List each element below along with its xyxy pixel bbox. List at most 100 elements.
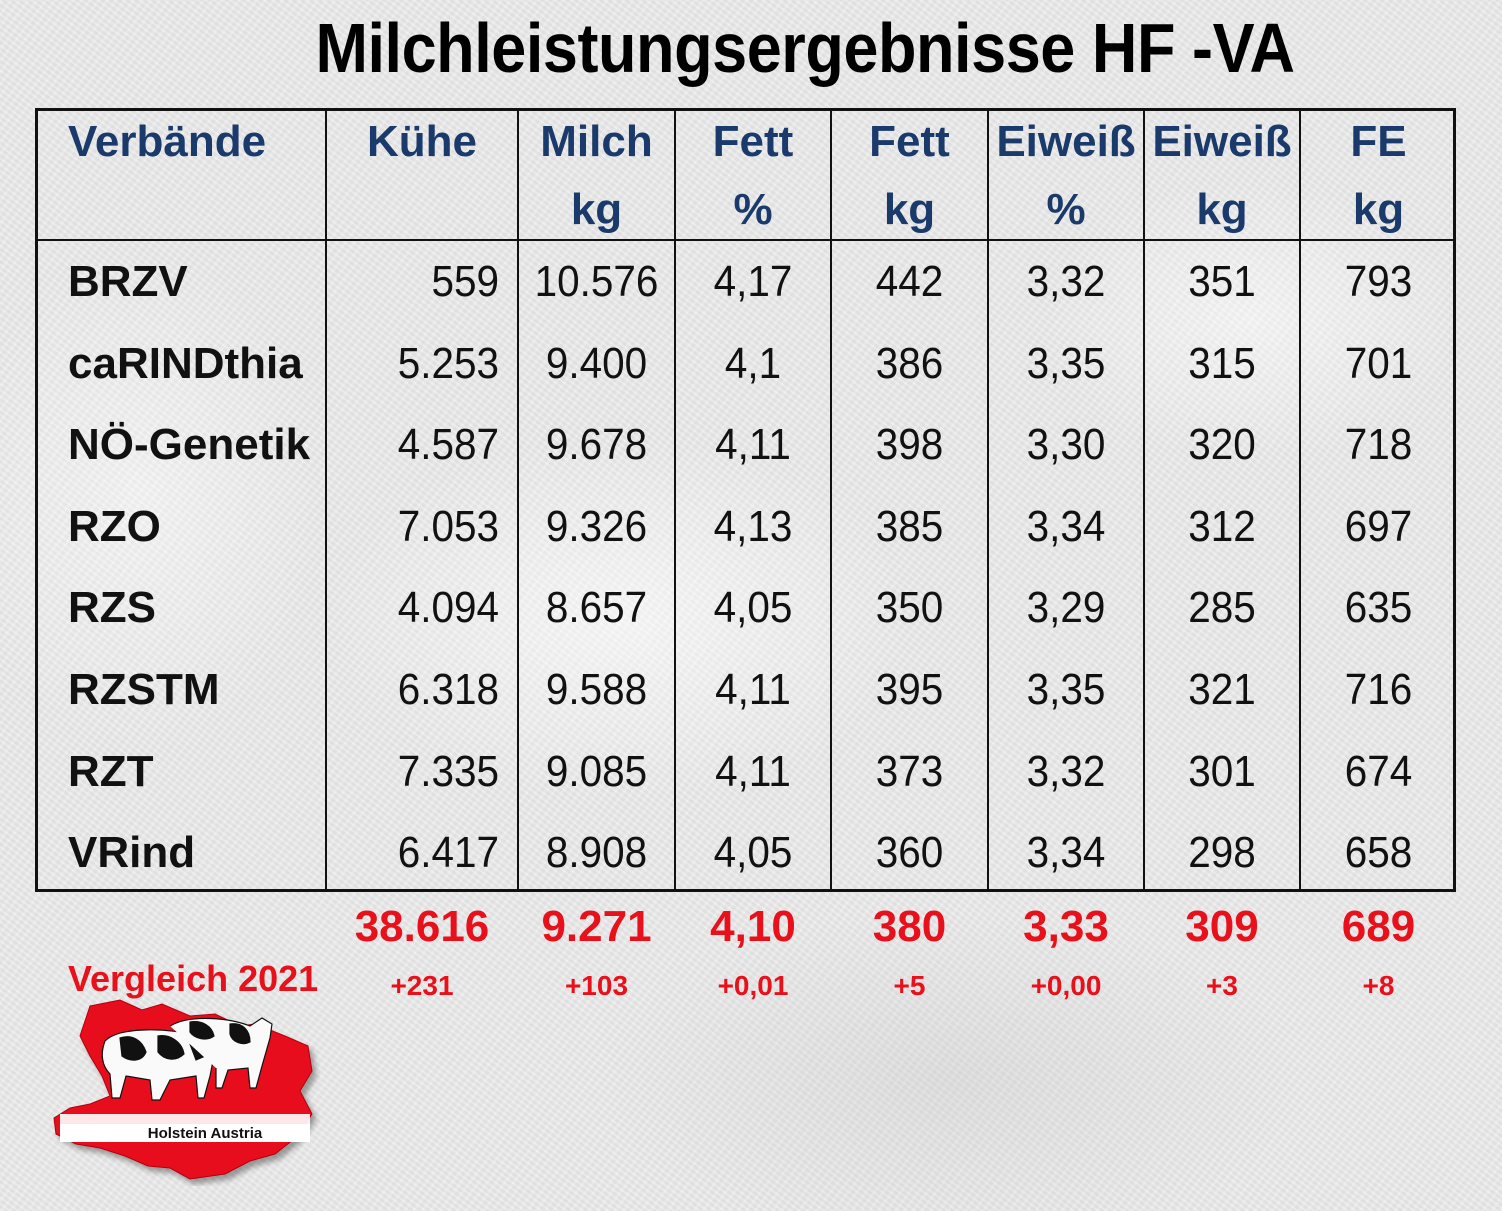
- cell-fett-pct: 4,13: [713, 501, 793, 551]
- cell-eiweiss-pct: 3,35: [1026, 338, 1106, 388]
- cell-eiweiss-pct: 3,30: [1026, 420, 1106, 470]
- results-table: [35, 108, 1456, 892]
- page-title: Milchleistungsergebnisse HF -VA: [315, 9, 1295, 87]
- cell-milch: 8.908: [545, 828, 648, 878]
- total-fett-pct: 4,10: [710, 902, 796, 951]
- total-fett-kg: 380: [872, 902, 947, 951]
- cell-verband: caRINDthia: [68, 338, 303, 388]
- cell-milch: 10.576: [534, 257, 659, 306]
- cell-fett-kg: 385: [875, 501, 944, 551]
- cell-eiweiss-kg: 321: [1188, 665, 1256, 714]
- cell-fett-kg: 398: [875, 420, 944, 470]
- column-divider: [325, 108, 327, 892]
- header-eiweiss-kg: Eiweiß kg: [1152, 117, 1292, 234]
- cell-kuehe: 4.587: [397, 420, 499, 470]
- cell-fett-pct: 4,17: [713, 257, 793, 306]
- column-divider: [1299, 108, 1301, 892]
- cell-fett-kg: 373: [875, 746, 944, 796]
- cell-eiweiss-pct: 3,35: [1026, 665, 1106, 714]
- cell-fett-kg: 442: [875, 257, 944, 306]
- cell-kuehe: 6.417: [397, 828, 499, 878]
- cell-eiweiss-pct: 3,32: [1026, 746, 1106, 796]
- cell-verband: VRind: [68, 828, 196, 878]
- total-kuehe: 38.616: [354, 902, 490, 951]
- cell-fe-kg: 635: [1344, 583, 1413, 633]
- column-divider: [674, 108, 676, 892]
- cell-kuehe: 7.053: [397, 501, 499, 551]
- cell-verband: RZSTM: [68, 665, 220, 714]
- comparison-eiweiss-kg: +3: [1206, 970, 1238, 1001]
- cell-fett-pct: 4,1: [724, 338, 782, 388]
- cell-eiweiss-kg: 351: [1188, 257, 1256, 306]
- cell-fett-pct: 4,11: [715, 746, 791, 796]
- cell-fe-kg: 701: [1344, 338, 1413, 388]
- cell-eiweiss-pct: 3,29: [1026, 583, 1106, 633]
- total-eiweiss-kg: 309: [1185, 902, 1259, 951]
- cell-fe-kg: 674: [1344, 746, 1413, 796]
- cell-eiweiss-pct: 3,34: [1026, 828, 1106, 878]
- comparison-fett-kg: +5: [893, 970, 926, 1001]
- comparison-kuehe: +231: [390, 970, 454, 1001]
- holstein-austria-logo: Holstein Austria: [53, 999, 313, 1180]
- comparison-milch: +103: [564, 970, 629, 1001]
- header-verbaende: Verbände: [68, 117, 267, 166]
- total-milch: 9.271: [541, 902, 652, 951]
- header-kuehe: Kühe: [367, 117, 477, 166]
- column-divider: [517, 108, 519, 892]
- cell-eiweiss-pct: 3,34: [1026, 501, 1106, 551]
- cell-fe-kg: 697: [1344, 501, 1413, 551]
- total-fe-kg: 689: [1341, 902, 1416, 951]
- header-divider: [35, 239, 1456, 241]
- cell-fett-kg: 350: [875, 583, 944, 633]
- cell-fett-pct: 4,05: [713, 828, 793, 878]
- cell-milch: 9.326: [545, 501, 648, 551]
- cell-eiweiss-kg: 298: [1188, 828, 1256, 878]
- cell-eiweiss-kg: 301: [1188, 746, 1256, 796]
- cell-fett-pct: 4,11: [715, 665, 791, 714]
- cell-eiweiss-kg: 315: [1188, 338, 1256, 388]
- cell-milch: 9.678: [545, 420, 648, 470]
- cell-kuehe: 559: [431, 257, 499, 306]
- cell-verband: BRZV: [68, 257, 188, 306]
- cell-eiweiss-kg: 285: [1188, 583, 1256, 633]
- cell-eiweiss-kg: 320: [1188, 420, 1256, 470]
- cell-fe-kg: 716: [1344, 665, 1413, 714]
- cell-fett-kg: 360: [875, 828, 944, 878]
- cell-fe-kg: 793: [1344, 257, 1413, 306]
- cow-icon: [101, 1017, 273, 1101]
- cell-kuehe: 5.253: [397, 338, 499, 388]
- comparison-fe-kg: +8: [1362, 970, 1395, 1001]
- cell-fett-pct: 4,11: [715, 420, 791, 470]
- column-divider: [1143, 108, 1145, 892]
- cell-eiweiss-kg: 312: [1188, 501, 1256, 551]
- total-eiweiss-pct: 3,33: [1023, 902, 1109, 951]
- cell-verband: RZT: [68, 746, 154, 796]
- comparison-fett-pct: +0,01: [717, 970, 789, 1001]
- header-fett-kg: Fett kg: [869, 117, 950, 234]
- cell-milch: 9.400: [545, 338, 648, 388]
- cell-verband: RZS: [68, 583, 156, 633]
- logo-text: Holstein Austria: [148, 1125, 263, 1142]
- column-divider: [987, 108, 989, 892]
- cell-kuehe: 7.335: [397, 746, 499, 796]
- cell-eiweiss-pct: 3,32: [1026, 257, 1106, 306]
- column-divider: [830, 108, 832, 892]
- comparison-label: Vergleich 2021: [68, 958, 319, 999]
- cell-fett-kg: 395: [875, 665, 944, 714]
- cell-fe-kg: 658: [1344, 828, 1413, 878]
- cell-verband: NÖ-Genetik: [68, 420, 311, 470]
- cell-milch: 9.085: [545, 746, 648, 796]
- header-fett-pct: Fett%: [712, 117, 794, 234]
- header-fe-kg: FE kg: [1350, 117, 1407, 234]
- cell-fett-kg: 386: [875, 338, 944, 388]
- header-eiweiss-pct: Eiweiß%: [996, 117, 1136, 234]
- cell-milch: 9.588: [545, 665, 648, 714]
- cell-kuehe: 4.094: [397, 583, 499, 633]
- cell-fe-kg: 718: [1344, 420, 1413, 470]
- comparison-eiweiss-pct: +0,00: [1030, 970, 1102, 1001]
- cell-verband: RZO: [68, 501, 161, 551]
- header-milch-kg: Milch kg: [540, 117, 653, 234]
- cell-kuehe: 6.318: [397, 665, 499, 714]
- cell-milch: 8.657: [545, 583, 648, 633]
- cell-fett-pct: 4,05: [713, 583, 793, 633]
